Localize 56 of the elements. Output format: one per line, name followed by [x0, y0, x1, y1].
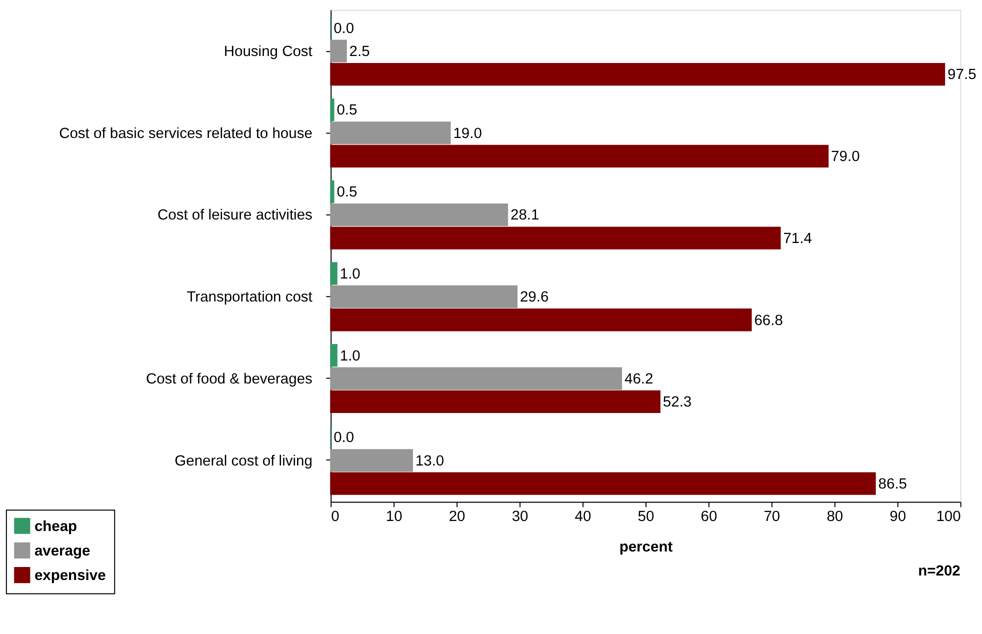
x-tick-label: 10: [386, 508, 402, 525]
text: n=202: [918, 564, 960, 580]
x-tick-label: 80: [826, 508, 844, 525]
x-tick-label: 90: [890, 508, 906, 525]
data-label: 79.0: [831, 149, 860, 166]
data-label: 0.5: [336, 184, 358, 201]
bar: [330, 344, 338, 367]
bar: [330, 472, 876, 495]
x-tick-label: 30: [512, 508, 528, 525]
legend-label: average: [34, 543, 90, 560]
x-tick-label: 50: [638, 508, 654, 525]
bar: [330, 144, 829, 168]
data-label: 1.0: [340, 266, 360, 282]
bar: [330, 204, 508, 226]
x-tick-label: 20: [448, 508, 466, 525]
data-label: 0.0: [334, 430, 354, 446]
x-tick-label: 40: [574, 508, 592, 525]
data-label: 86.5: [878, 476, 908, 493]
y-tick-label: Housing Cost: [224, 44, 312, 60]
bar: [330, 262, 338, 285]
data-label: 13.0: [415, 453, 444, 470]
data-label: 97.5: [948, 67, 976, 84]
data-label: 52.3: [662, 394, 692, 411]
x-axis-title: percent: [619, 539, 673, 556]
y-tick-label: General cost of living: [174, 453, 312, 470]
y-tick-label: Cost of food & beverages: [146, 371, 312, 388]
x-tick-label: 70: [764, 508, 780, 525]
bar: [330, 367, 622, 390]
data-label: 66.8: [754, 312, 783, 329]
x-tick-label: 100: [936, 508, 961, 525]
bar: [330, 390, 660, 414]
x-tick-label: 0: [331, 508, 340, 525]
bar: [330, 122, 451, 144]
bar: [330, 98, 334, 122]
bar: [330, 62, 946, 86]
data-label: 1.0: [340, 348, 360, 364]
y-tick-label: Cost of leisure activities: [157, 208, 312, 224]
bar: [330, 308, 752, 332]
legend-label: expensive: [34, 568, 106, 584]
data-label: 2.5: [349, 44, 370, 60]
data-label: 28.1: [510, 208, 540, 224]
data-label: 0.5: [336, 102, 358, 119]
bar: [330, 40, 347, 62]
bar: [330, 449, 413, 472]
data-label: 19.0: [453, 126, 482, 142]
legend-label: cheap: [34, 518, 78, 535]
y-tick-label: Transportation cost: [186, 290, 312, 306]
data-label: 0.0: [334, 20, 354, 37]
bar: [330, 180, 334, 203]
y-tick-label: Cost of basic services related to house: [59, 126, 312, 142]
bar: [330, 285, 518, 308]
x-tick-label: 60: [700, 508, 718, 525]
bar: [330, 226, 781, 250]
data-label: 71.4: [783, 230, 812, 247]
data-label: 46.2: [624, 371, 654, 388]
data-label: 29.6: [520, 290, 549, 306]
